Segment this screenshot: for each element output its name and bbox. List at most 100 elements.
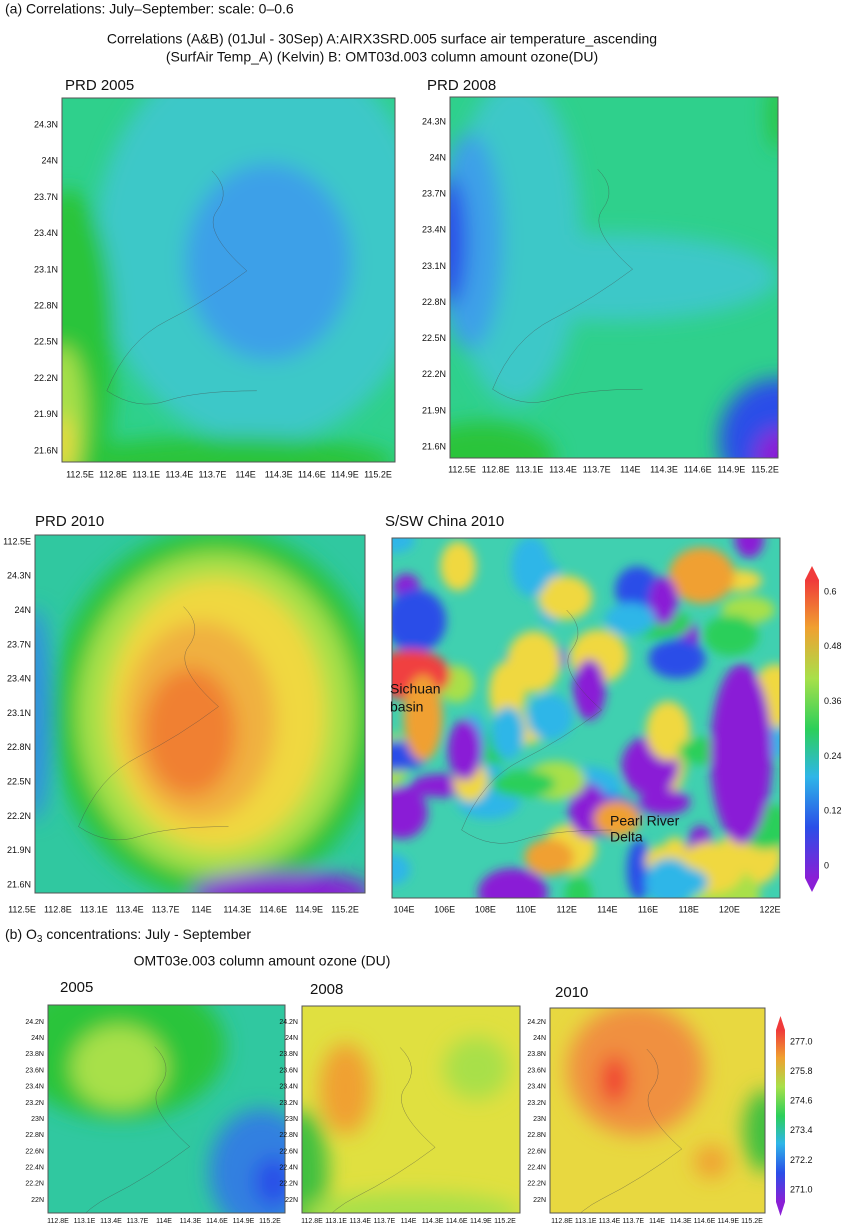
- x-tick-label: 106E: [434, 904, 455, 914]
- y-tick-label: 23.4N: [25, 1084, 44, 1091]
- x-tick-label: 113.7E: [622, 1218, 644, 1225]
- map-panel: [302, 1006, 520, 1213]
- contour-region: [768, 97, 778, 152]
- y-tick-label: 22N: [533, 1197, 546, 1204]
- panel-title: S/SW China 2010: [385, 513, 504, 530]
- contour-field: [48, 1005, 285, 1213]
- x-tick-label: 112.8E: [301, 1218, 323, 1225]
- coastline: [106, 170, 257, 405]
- contour-region: [639, 789, 691, 816]
- colorbar-label: 0.6: [824, 586, 837, 596]
- colorbar-label: 0.36: [824, 696, 842, 706]
- x-tick-label: 112.5E: [448, 464, 476, 474]
- contour-region: [190, 871, 365, 893]
- colorbar-arrow: [776, 1016, 785, 1030]
- y-tick-label: 22.2N: [34, 373, 58, 383]
- y-tick-label: 22.2N: [422, 369, 446, 379]
- coastline: [331, 1047, 436, 1213]
- y-tick-label: 23.4N: [279, 1084, 298, 1091]
- x-tick-label: 114.9E: [717, 464, 745, 474]
- contour-region: [392, 785, 428, 839]
- contour-region: [567, 1008, 705, 1136]
- map-panel: [450, 97, 778, 458]
- contour-region: [601, 1055, 628, 1105]
- x-tick-label: 113.7E: [152, 904, 180, 914]
- contour-region: [319, 1043, 372, 1135]
- contour-region: [443, 1037, 510, 1100]
- x-tick-label: 114.3E: [265, 469, 293, 479]
- y-tick-label: 22.2N: [25, 1181, 44, 1188]
- y-tick-label: 24N: [533, 1035, 546, 1042]
- x-tick-label: 118E: [678, 904, 698, 914]
- x-tick-label: 113.4E: [349, 1218, 371, 1225]
- y-tick-label: 22.6N: [279, 1148, 298, 1155]
- x-tick-label: 112.5E: [66, 469, 94, 479]
- y-tick-label: 22.8N: [25, 1132, 44, 1139]
- contour-region: [450, 421, 555, 458]
- x-tick-label: 114.6E: [206, 1218, 228, 1225]
- colorbar-label: 0.48: [824, 641, 842, 651]
- contour-region: [35, 606, 52, 822]
- panel-title: 2010: [555, 984, 588, 1001]
- x-tick-label: 113.1E: [575, 1218, 597, 1225]
- contour-field: [450, 97, 778, 458]
- x-tick-label: 112E: [556, 904, 576, 914]
- colorbar-label: 274.6: [790, 1096, 813, 1106]
- contour-region: [185, 163, 352, 361]
- y-tick-label: 21.9N: [34, 409, 58, 419]
- map-panel: [550, 1008, 765, 1213]
- y-tick-label: 22.4N: [25, 1164, 44, 1171]
- x-tick-label: 114.6E: [259, 904, 287, 914]
- y-tick-label: 22.8N: [34, 300, 58, 310]
- x-tick-label: 114E: [401, 1218, 417, 1225]
- map-annotation: Delta: [610, 829, 643, 845]
- x-tick-label: 112.8E: [44, 904, 72, 914]
- contour-region: [703, 615, 759, 656]
- section-label: (a) Correlations: July–September: scale:…: [5, 1, 294, 17]
- contour-region: [302, 1109, 329, 1213]
- x-tick-label: 113.7E: [583, 464, 611, 474]
- y-tick-label: 22.5N: [7, 776, 31, 786]
- section-label: (b) O3 concentrations: July - September: [5, 926, 251, 945]
- label-part: concentrations: July - September: [42, 926, 251, 942]
- x-tick-label: 112.8E: [482, 464, 510, 474]
- y-tick-label: 22.8N: [7, 742, 31, 752]
- contour-region: [755, 429, 778, 458]
- x-tick-label: 114E: [649, 1218, 665, 1225]
- x-tick-label: 114.6E: [694, 1218, 716, 1225]
- contour-region: [506, 631, 561, 693]
- contour-region: [62, 414, 72, 462]
- y-tick-label: 23.4N: [527, 1084, 546, 1091]
- x-tick-label: 114.3E: [422, 1218, 444, 1225]
- y-tick-label: 23.7N: [7, 639, 31, 649]
- colorbar-label: 0.24: [824, 751, 842, 761]
- contour-region: [403, 674, 443, 762]
- x-tick-label: 113.7E: [127, 1218, 149, 1225]
- contour-field: [392, 538, 780, 898]
- y-tick-label: 21.9N: [422, 405, 446, 415]
- x-tick-label: 115.2E: [751, 464, 779, 474]
- contour-region: [392, 589, 447, 653]
- panel-title: 2008: [310, 981, 343, 998]
- coastline: [78, 606, 229, 841]
- x-tick-label: 114E: [235, 469, 255, 479]
- y-tick-label: 23.1N: [34, 264, 58, 274]
- y-tick-label: 23.4N: [7, 674, 31, 684]
- x-tick-label: 114.3E: [223, 904, 251, 914]
- contour-region: [71, 1025, 167, 1109]
- map-frame: [549, 1007, 766, 1214]
- contour-region: [511, 538, 551, 597]
- x-tick-label: 108E: [475, 904, 496, 914]
- y-tick-label: 24.3N: [34, 119, 58, 129]
- contour-region: [392, 854, 411, 885]
- y-tick-label: 22.4N: [527, 1164, 546, 1171]
- y-tick-label: 23.8N: [279, 1051, 298, 1058]
- y-tick-label: 22N: [31, 1197, 44, 1204]
- x-tick-label: 112.8E: [47, 1218, 69, 1225]
- y-tick-label: 23.2N: [25, 1100, 44, 1107]
- x-tick-label: 114.9E: [295, 904, 323, 914]
- x-tick-label: 114E: [191, 904, 211, 914]
- y-tick-label: 23.8N: [25, 1051, 44, 1058]
- y-tick-label: 24N: [285, 1035, 298, 1042]
- x-tick-label: 104E: [393, 904, 414, 914]
